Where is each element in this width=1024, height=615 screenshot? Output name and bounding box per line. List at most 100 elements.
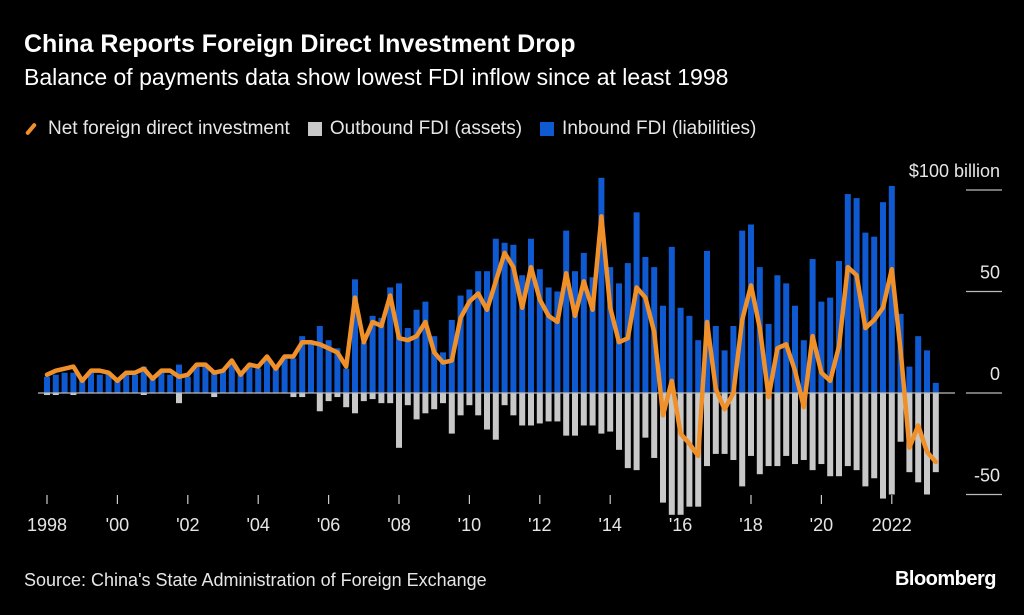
outbound-bar xyxy=(792,393,798,465)
inbound-bar xyxy=(730,326,737,393)
inbound-bar xyxy=(871,236,878,393)
outbound-bar xyxy=(897,393,904,442)
inbound-bar xyxy=(809,259,816,393)
inbound-bar xyxy=(598,177,605,393)
inbound-bar xyxy=(642,256,649,393)
inbound-bar xyxy=(572,271,578,393)
outbound-bar xyxy=(844,393,851,467)
inbound-bar xyxy=(528,238,534,393)
outbound-bar xyxy=(387,393,394,404)
outbound-bar xyxy=(589,393,596,426)
outbound-bar xyxy=(800,393,807,460)
legend-item-outbound: Outbound FDI (assets) xyxy=(307,118,523,140)
inbound-bar xyxy=(853,198,860,393)
y-tick-label: 50 xyxy=(980,263,1000,283)
inbound-bar xyxy=(800,340,807,393)
outbound-bar xyxy=(378,393,385,404)
outbound-bar xyxy=(888,393,895,495)
inbound-bar xyxy=(299,336,306,393)
inbound-bar xyxy=(378,317,385,393)
outbound-bar xyxy=(809,393,816,471)
inbound-bar xyxy=(554,291,561,393)
outbound-bar xyxy=(563,393,570,436)
outbound-bar xyxy=(932,393,939,473)
outbound-bar xyxy=(739,393,746,487)
y-tick-label: -50 xyxy=(974,466,1000,486)
inbound-bar xyxy=(765,323,772,393)
inbound-bar xyxy=(633,212,640,393)
outbound-bar xyxy=(616,393,622,450)
x-tick-label: '04 xyxy=(246,515,269,535)
legend-label-inbound: Inbound FDI (liabilities) xyxy=(562,118,757,139)
inbound-bar xyxy=(123,372,130,393)
legend-label-outbound: Outbound FDI (assets) xyxy=(329,118,523,139)
outbound-bar xyxy=(660,393,666,503)
x-tick-label: '08 xyxy=(387,515,410,535)
outbound-bar xyxy=(853,393,860,471)
outbound-bar xyxy=(448,393,455,434)
outbound-bar xyxy=(721,393,728,454)
inbound-bar xyxy=(748,224,754,393)
inbound-bar xyxy=(246,364,253,393)
inbound-bar xyxy=(308,344,314,393)
inbound-bar xyxy=(316,326,323,393)
inbound-bar xyxy=(79,378,86,393)
inbound-bar xyxy=(334,348,341,393)
outbound-bar xyxy=(211,393,218,398)
outbound-bar xyxy=(360,393,367,402)
inbound-bar xyxy=(501,242,508,393)
outbound-bar xyxy=(880,393,886,499)
inbound-bar xyxy=(915,336,922,393)
inbound-bar xyxy=(827,297,834,393)
inbound-bar xyxy=(440,352,446,393)
inbound-bar xyxy=(211,372,218,393)
outbound-bar xyxy=(712,393,719,454)
outbound-bar xyxy=(677,393,684,515)
x-tick-label: '12 xyxy=(528,515,551,535)
outbound-bar xyxy=(704,393,710,467)
outbound-bar xyxy=(572,393,578,436)
inbound-bar xyxy=(272,366,279,393)
inbound-bar xyxy=(96,374,103,393)
inbound-bar xyxy=(492,238,499,393)
inbound-bar xyxy=(712,326,719,393)
outbound-bar xyxy=(827,393,834,477)
outbound-bar xyxy=(730,393,737,460)
inbound-bar xyxy=(774,275,781,393)
inbound-bar xyxy=(325,340,332,393)
x-tick-label: '02 xyxy=(176,515,199,535)
inbound-bar xyxy=(677,307,684,393)
x-tick-label: 2022 xyxy=(872,515,912,535)
outbound-bar xyxy=(748,393,754,456)
inbound-bar xyxy=(149,378,156,393)
inbound-bar xyxy=(184,376,191,393)
outbound-bar xyxy=(466,393,473,406)
inbound-bar xyxy=(387,287,394,393)
inbound-bar xyxy=(228,360,235,393)
outbound-bar xyxy=(396,393,402,448)
inbound-bar xyxy=(880,202,886,393)
inbound-bar xyxy=(536,269,543,393)
inbound-bar xyxy=(660,305,666,393)
inbound-bar xyxy=(818,301,825,393)
bloomberg-logo: Bloomberg xyxy=(894,568,997,590)
inbound-bar xyxy=(140,366,147,393)
outbound-bar xyxy=(783,393,790,456)
inbound-bar xyxy=(70,372,77,393)
outbound-bar xyxy=(369,393,376,400)
outbound-bar xyxy=(554,393,561,422)
inbound-bar xyxy=(255,368,262,393)
legend-swatch-inbound xyxy=(540,122,555,136)
outbound-bar xyxy=(44,393,50,396)
chart-subtitle: Balance of payments data show lowest FDI… xyxy=(24,64,729,90)
outbound-bar xyxy=(484,393,490,430)
legend-label-net: Net foreign direct investment xyxy=(48,118,290,139)
chart-title: China Reports Foreign Direct Investment … xyxy=(24,30,576,58)
outbound-bar xyxy=(924,393,930,495)
inbound-bar xyxy=(519,275,526,393)
inbound-bar xyxy=(360,342,367,393)
inbound-bar xyxy=(237,374,244,393)
outbound-bar xyxy=(545,393,552,422)
outbound-bar xyxy=(765,393,772,467)
inbound-bar xyxy=(484,271,490,393)
